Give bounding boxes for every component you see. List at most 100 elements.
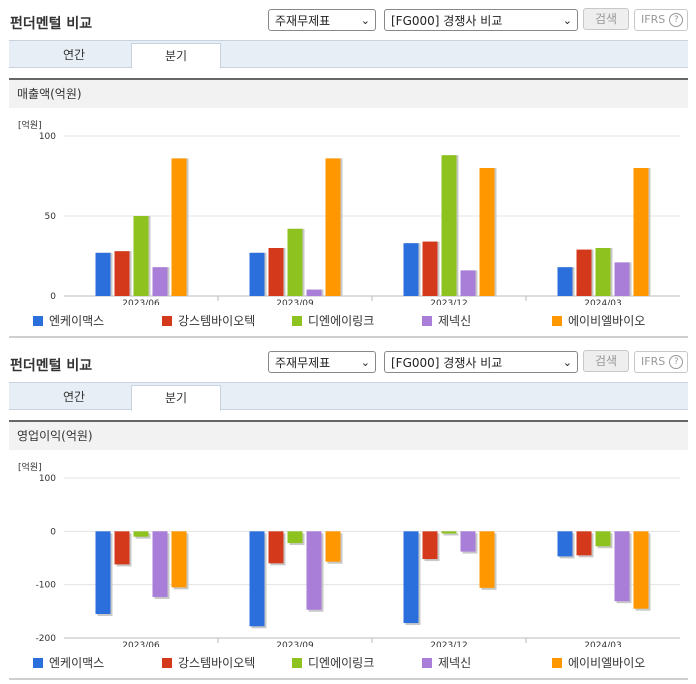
chevron-down-icon: ⌄: [360, 14, 370, 27]
bar[interactable]: [306, 531, 322, 610]
chevron-down-icon: ⌄: [562, 14, 572, 27]
bar[interactable]: [306, 289, 322, 296]
chart-legend: 엔케이맥스 강스템바이오텍 디엔에이링크 제넥신 에이비엘바이오: [0, 655, 696, 671]
legend-item[interactable]: 디엔에이링크: [292, 655, 374, 671]
competitor-group-value: [FG000] 경쟁사 비교: [391, 356, 503, 370]
ifrs-label: IFRS: [641, 13, 666, 26]
bar[interactable]: [287, 531, 303, 544]
bar[interactable]: [114, 531, 130, 565]
bar[interactable]: [614, 531, 630, 602]
bar[interactable]: [557, 531, 573, 557]
x-tick-label: 2023/06: [122, 299, 160, 305]
legend-label: 제넥신: [438, 314, 472, 328]
bar[interactable]: [633, 168, 649, 296]
bar[interactable]: [133, 531, 149, 537]
y-tick-label: -200: [36, 634, 57, 644]
competitor-group-select[interactable]: [FG000] 경쟁사 비교 ⌄: [384, 9, 578, 31]
tab-quarterly[interactable]: 분기: [131, 43, 221, 69]
statement-type-value: 주재무제표: [275, 356, 331, 370]
bar[interactable]: [287, 228, 303, 296]
bar[interactable]: [403, 531, 419, 624]
section-title: 펀더멘털 비교: [10, 16, 93, 32]
chevron-down-icon: ⌄: [562, 356, 572, 369]
bar[interactable]: [576, 249, 592, 296]
legend-item[interactable]: 디엔에이링크: [292, 313, 374, 329]
chart-panel-title: 매출액(억원): [9, 78, 688, 108]
legend-swatch: [552, 658, 562, 668]
bar[interactable]: [595, 248, 611, 296]
search-button[interactable]: 검색: [583, 8, 629, 30]
bar[interactable]: [95, 531, 111, 614]
bar[interactable]: [152, 267, 168, 296]
legend-label: 에이비엘바이오: [568, 656, 646, 670]
legend-swatch: [422, 316, 432, 326]
statement-type-value: 주재무제표: [275, 14, 331, 28]
bar[interactable]: [95, 252, 111, 296]
section-title: 펀더멘털 비교: [10, 358, 93, 374]
legend-item[interactable]: 엔케이맥스: [33, 655, 104, 671]
tab-annual[interactable]: 연간: [62, 390, 86, 404]
legend-item[interactable]: 제넥신: [422, 655, 471, 671]
x-tick-label: 2023/09: [276, 299, 314, 305]
legend-label: 엔케이맥스: [49, 314, 105, 328]
y-tick-label: 100: [39, 132, 56, 142]
section-divider: [9, 336, 688, 338]
bar[interactable]: [114, 251, 130, 296]
bar[interactable]: [171, 531, 187, 588]
bar[interactable]: [441, 155, 457, 296]
bar[interactable]: [576, 531, 592, 556]
bar[interactable]: [633, 531, 649, 609]
legend-item[interactable]: 에이비엘바이오: [552, 655, 645, 671]
ifrs-button[interactable]: IFRS?: [634, 351, 688, 373]
help-icon[interactable]: ?: [669, 355, 684, 369]
bar[interactable]: [325, 158, 341, 296]
bar[interactable]: [441, 531, 457, 534]
bar-shadow: [443, 533, 459, 536]
help-icon[interactable]: ?: [669, 13, 684, 27]
bar[interactable]: [557, 267, 573, 296]
bar[interactable]: [479, 168, 495, 296]
legend-swatch: [552, 316, 562, 326]
x-tick-label: 2023/06: [122, 641, 160, 647]
legend-item[interactable]: 제넥신: [422, 313, 471, 329]
fundamental-compare-section-sales: 펀더멘털 비교 주재무제표 ⌄ [FG000] 경쟁사 비교 ⌄ 검색 IFRS…: [0, 8, 696, 338]
legend-item[interactable]: 에이비엘바이오: [552, 313, 645, 329]
legend-item[interactable]: 엔케이맥스: [33, 313, 104, 329]
legend-label: 강스템바이오텍: [178, 656, 256, 670]
chart-legend: 엔케이맥스 강스템바이오텍 디엔에이링크 제넥신 에이비엘바이오: [0, 313, 696, 329]
bar[interactable]: [422, 241, 438, 296]
bar[interactable]: [460, 270, 476, 296]
legend-item[interactable]: 강스템바이오텍: [162, 313, 255, 329]
legend-swatch: [422, 658, 432, 668]
bar[interactable]: [133, 216, 149, 296]
statement-type-select[interactable]: 주재무제표 ⌄: [268, 351, 376, 373]
bar[interactable]: [403, 243, 419, 296]
x-tick-label: 2024/03: [584, 299, 621, 305]
tab-quarterly[interactable]: 분기: [131, 385, 221, 411]
bar[interactable]: [422, 531, 438, 560]
y-tick-label: 50: [45, 212, 57, 222]
legend-item[interactable]: 강스템바이오텍: [162, 655, 255, 671]
x-tick-label: 2023/12: [430, 641, 467, 647]
bar[interactable]: [268, 531, 284, 564]
bar[interactable]: [152, 531, 168, 597]
bar[interactable]: [268, 248, 284, 296]
bar[interactable]: [325, 531, 341, 562]
bar[interactable]: [595, 531, 611, 547]
bar[interactable]: [614, 262, 630, 296]
competitor-group-select[interactable]: [FG000] 경쟁사 비교 ⌄: [384, 351, 578, 373]
y-tick-label: -100: [36, 581, 57, 591]
bar[interactable]: [479, 531, 495, 588]
bar[interactable]: [249, 252, 265, 296]
statement-type-select[interactable]: 주재무제표 ⌄: [268, 9, 376, 31]
x-tick-label: 2023/09: [276, 641, 314, 647]
tab-annual[interactable]: 연간: [62, 48, 86, 62]
y-tick-label: 0: [50, 292, 56, 302]
bar[interactable]: [249, 531, 265, 627]
legend-label: 디엔에이링크: [308, 314, 375, 328]
search-button[interactable]: 검색: [583, 350, 629, 372]
bar[interactable]: [460, 531, 476, 552]
bar[interactable]: [171, 158, 187, 296]
y-axis-unit: [억원]: [18, 463, 42, 473]
ifrs-button[interactable]: IFRS?: [634, 9, 688, 31]
